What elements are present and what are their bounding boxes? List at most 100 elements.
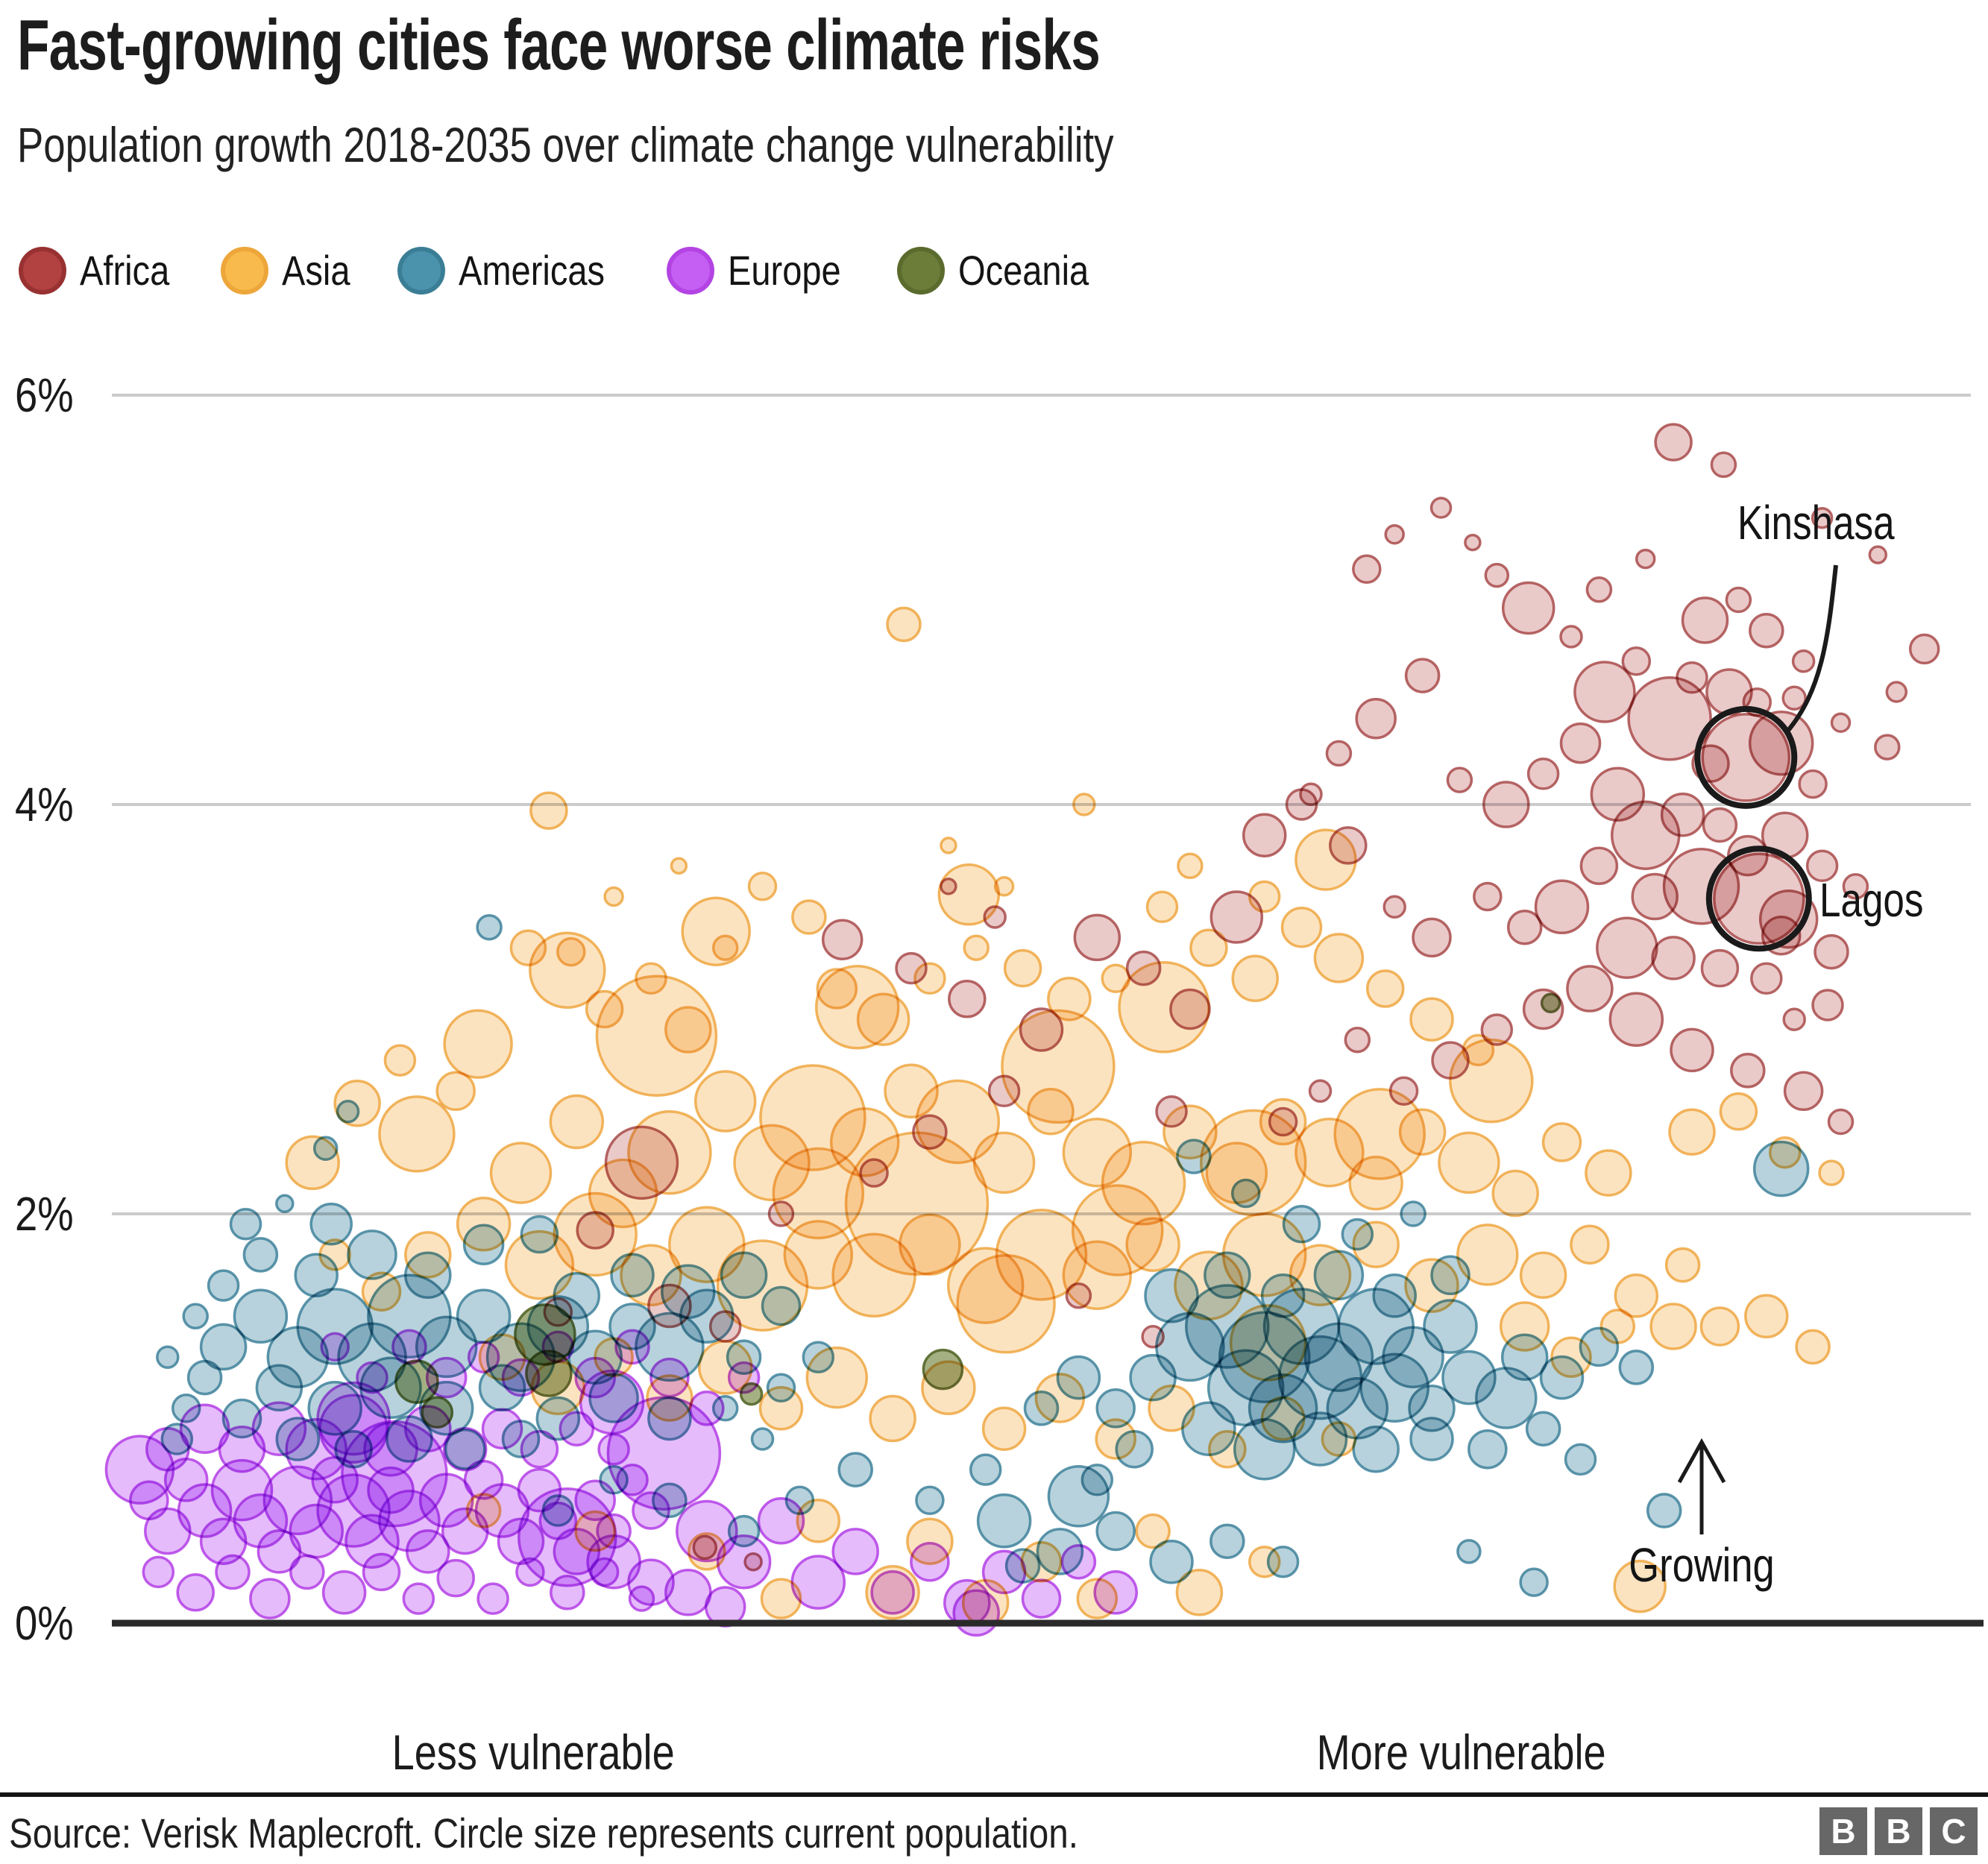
bubble-asia: [1570, 1224, 1610, 1265]
bubble-asia: [1062, 1240, 1133, 1311]
bubble-europe: [176, 1573, 215, 1612]
legend-dot-europe: [667, 246, 715, 295]
growing-arrow: [1677, 1438, 1726, 1534]
bbc-logo-block-3: C: [1930, 1807, 1978, 1855]
bubble-americas: [312, 1136, 339, 1161]
bubble-europe: [910, 1541, 950, 1582]
bubble-americas: [802, 1341, 835, 1373]
bubble-europe: [952, 1589, 1000, 1637]
bubble-africa: [1781, 685, 1807, 711]
bubble-asia: [595, 974, 718, 1097]
bubble-africa: [1559, 722, 1602, 764]
bubble-asia: [1313, 933, 1365, 983]
bubble-asia: [1409, 997, 1454, 1042]
series-africa: [543, 423, 1940, 1572]
bubble-americas: [1341, 1218, 1374, 1251]
bubble-asia: [1003, 948, 1042, 988]
bbc-logo-letter: B: [1886, 1812, 1911, 1851]
bubble-americas: [1095, 1388, 1136, 1429]
bubble-oceania: [421, 1396, 454, 1429]
bubble-americas: [242, 1237, 279, 1273]
bubble-africa: [1702, 807, 1738, 843]
bubble-africa: [1791, 649, 1816, 673]
bubble-americas: [1266, 1545, 1300, 1578]
bubble-africa: [1811, 506, 1834, 529]
bubble-americas: [1230, 1178, 1261, 1209]
bubble-europe: [104, 1435, 175, 1505]
bubble-americas: [1579, 1326, 1620, 1367]
bubble-asia: [670, 857, 688, 875]
bubble-africa: [948, 980, 987, 1018]
bubble-africa: [1750, 962, 1783, 995]
bubble-americas: [1233, 1417, 1296, 1481]
bubble-americas: [1539, 1355, 1585, 1400]
bubble-africa: [1811, 989, 1844, 1021]
bubble-europe: [356, 1361, 389, 1394]
bubble-africa: [1473, 881, 1503, 912]
bubble-africa: [1384, 523, 1405, 545]
bubble-africa: [1874, 734, 1901, 761]
bubble-africa: [1073, 913, 1122, 962]
bubble-americas: [553, 1272, 601, 1320]
bubble-africa: [1404, 658, 1441, 693]
bubble-americas: [915, 1485, 945, 1516]
bubble-europe: [476, 1582, 509, 1615]
bubble-asia: [869, 1394, 916, 1443]
bubble-asia: [972, 1131, 1036, 1194]
bubble-asia: [1348, 1156, 1403, 1211]
bubble-asia: [1177, 852, 1204, 880]
bubble-americas: [720, 1251, 768, 1300]
bubble-americas: [309, 1202, 353, 1246]
bubble-europe: [1060, 1543, 1097, 1580]
bubble-americas: [1149, 1539, 1194, 1584]
bubble-asia: [383, 1044, 417, 1077]
bubble-americas: [1047, 1465, 1110, 1528]
bubble-americas: [1115, 1429, 1154, 1469]
x-axis-label-more: More vulnerable: [1316, 1725, 1607, 1780]
bubble-africa: [1352, 554, 1382, 585]
bubble-europe: [391, 1329, 427, 1365]
bubble-europe: [362, 1552, 401, 1592]
legend-dot-oceania: [897, 246, 946, 295]
bubble-americas: [1400, 1200, 1426, 1227]
bubble-africa: [1383, 895, 1406, 919]
bubble-africa: [1506, 909, 1543, 945]
bubble-asia: [1491, 1169, 1539, 1218]
legend-dot-africa: [19, 246, 66, 295]
bubble-americas: [1210, 1523, 1245, 1559]
bubble-europe: [316, 1381, 391, 1456]
footer-divider: [0, 1792, 1988, 1797]
bubble-americas: [1292, 1411, 1348, 1467]
bubble-americas: [1423, 1299, 1478, 1354]
bubble-americas: [1646, 1493, 1682, 1528]
bubble-africa: [1429, 497, 1453, 519]
bubble-asia: [1259, 1098, 1307, 1146]
bubble-europe: [289, 1554, 325, 1590]
bubble-africa: [1534, 879, 1590, 935]
bubble-europe: [249, 1578, 291, 1619]
bubble-africa: [1681, 596, 1729, 644]
bubble-africa: [1725, 586, 1752, 614]
bubble-americas: [1204, 1251, 1251, 1300]
x-axis-label-less: Less vulnerable: [391, 1725, 675, 1780]
bubble-americas: [1352, 1425, 1400, 1473]
bubble-africa: [1830, 712, 1852, 733]
bubble-oceania: [739, 1382, 764, 1406]
bubble-asia: [1719, 1092, 1758, 1131]
bubble-americas: [1144, 1268, 1199, 1323]
legend-dot-americas: [397, 246, 446, 295]
bubble-americas: [336, 1100, 360, 1124]
bubble-asia: [814, 965, 900, 1050]
highlight-ring-lagos: [1705, 846, 1812, 952]
bubble-americas: [761, 1285, 802, 1326]
bubble-americas: [1752, 1140, 1810, 1197]
legend-label-africa: Africa: [80, 247, 170, 294]
bubble-africa: [1484, 562, 1510, 588]
legend-item-asia: Asia: [221, 246, 363, 295]
bubble-europe: [606, 1396, 722, 1511]
annotation-kinshasa: Kinshasa: [1737, 496, 1895, 550]
bubble-africa: [1210, 890, 1264, 944]
bubble-africa: [1868, 545, 1888, 564]
bubble-europe: [716, 1534, 772, 1590]
